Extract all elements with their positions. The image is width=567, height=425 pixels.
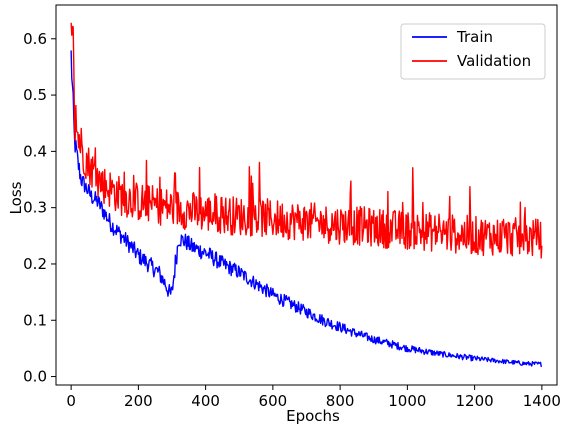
y-tick-label: 0.5 [23,86,47,104]
x-tick-label: 800 [326,392,355,410]
x-tick-label: 1400 [523,392,561,410]
legend-label-validation: Validation [457,52,531,70]
y-tick-label: 0.6 [23,30,47,48]
x-tick-label: 1200 [456,392,494,410]
x-tick-label: 200 [124,392,153,410]
y-tick-label: 0.0 [23,368,47,386]
x-axis-label: Epochs [286,407,340,425]
x-tick-label: 1000 [388,392,426,410]
plot-area [70,22,543,368]
x-tick-label: 600 [259,392,288,410]
y-tick-label: 0.1 [23,311,47,329]
y-tick-label: 0.3 [23,199,47,217]
x-tick-label: 400 [191,392,220,410]
y-axis-label: Loss [7,181,25,214]
series-line-train [70,50,542,368]
legend-label-train: Train [456,28,493,46]
axes: 0 200 400 600 800 1000 1200 1400 0.0 0.1 0.2 0.3 0.4… [23,4,561,410]
plot-frame [55,4,558,386]
y-tick-label: 0.2 [23,255,47,273]
y-tick-label: 0.4 [23,142,47,160]
x-tick-label: 0 [66,392,76,410]
legend: Train Validation [400,23,546,80]
series-line-validation [70,22,543,259]
